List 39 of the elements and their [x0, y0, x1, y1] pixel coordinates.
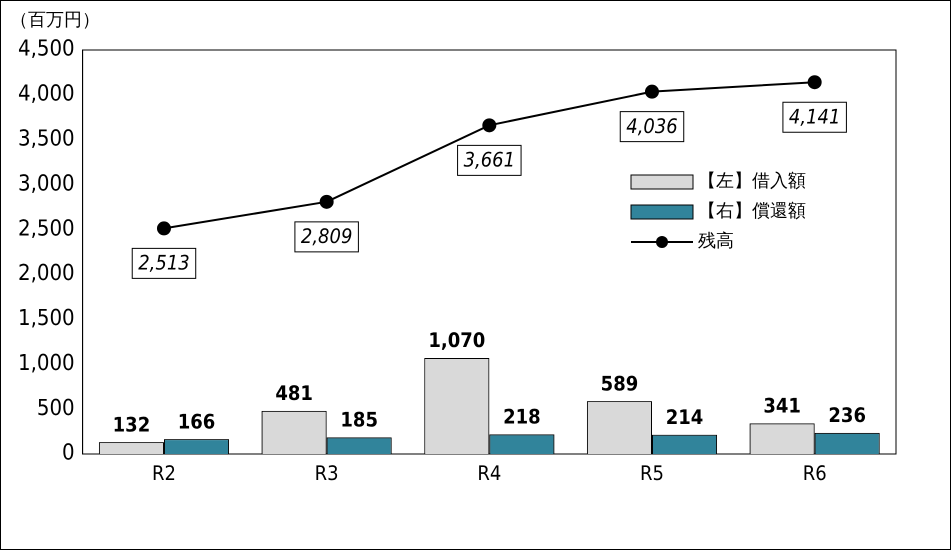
- point: [644, 84, 659, 99]
- point: [482, 118, 496, 132]
- point: [320, 194, 334, 209]
- y-tick-label: 3,000: [18, 171, 75, 196]
- legend-label: 【右】償還額: [698, 200, 806, 222]
- data-label: 2,809: [300, 224, 352, 248]
- point: [808, 75, 822, 90]
- data-label: 166: [178, 409, 216, 434]
- y-tick-label: 1,500: [18, 306, 75, 332]
- data-label: 3,661: [464, 148, 516, 172]
- y-tick-label: 1,000: [18, 350, 75, 376]
- y-tick-label: 4,500: [18, 36, 75, 62]
- y-tick-label: 500: [36, 396, 75, 421]
- y-tick-label: 2,500: [18, 216, 75, 242]
- data-label: 236: [828, 403, 866, 428]
- data-label: 2,513: [138, 250, 190, 275]
- y-axis-title: （百万円）: [10, 10, 100, 31]
- legend-label: 【左】借入額: [698, 170, 806, 192]
- x-tick-label: R2: [152, 461, 176, 486]
- data-label: 1,070: [428, 328, 486, 352]
- y-tick-label: 4,000: [18, 82, 75, 107]
- data-label: 132: [112, 412, 150, 436]
- data-label: 341: [763, 394, 801, 418]
- data-label: 4,036: [626, 114, 678, 138]
- y-tick-label: 0: [62, 440, 75, 466]
- x-tick-label: R5: [640, 461, 664, 486]
- legend-label: 残高: [698, 230, 734, 252]
- data-label: 185: [340, 408, 378, 432]
- y-tick-label: 3,500: [18, 126, 75, 152]
- data-label: 214: [666, 404, 704, 429]
- data-label: 218: [503, 404, 541, 429]
- x-tick-label: R6: [802, 461, 827, 486]
- x-tick-label: R3: [314, 461, 339, 486]
- data-label: 481: [275, 381, 313, 406]
- x-tick-label: R4: [477, 461, 502, 486]
- data-label: 589: [600, 371, 638, 396]
- y-tick-label: 2,000: [18, 261, 75, 286]
- point: [156, 221, 171, 236]
- data-label: 4,141: [788, 104, 840, 128]
